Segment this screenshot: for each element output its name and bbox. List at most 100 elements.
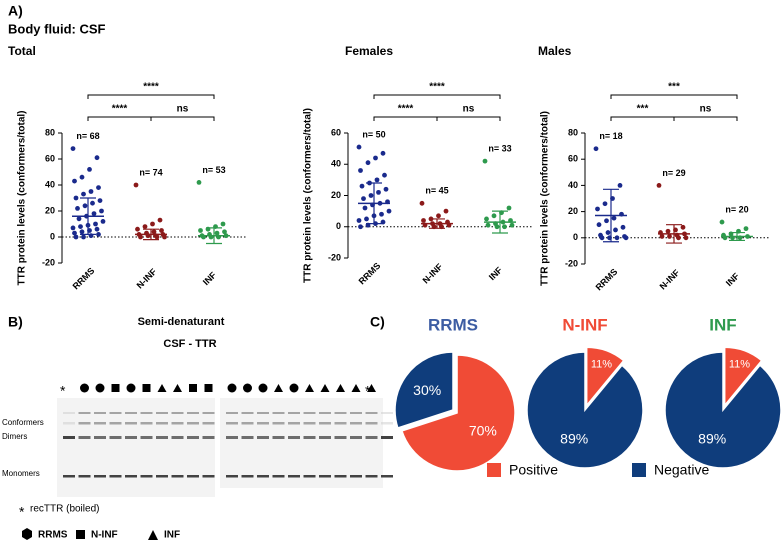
blot-band bbox=[226, 436, 238, 439]
data-point bbox=[135, 226, 140, 232]
lane-symbol bbox=[142, 384, 151, 392]
data-point bbox=[157, 217, 163, 223]
data-point bbox=[659, 234, 665, 239]
blot-band bbox=[288, 412, 300, 414]
y-tick-label: 0 bbox=[50, 231, 55, 241]
n-label: n= 18 bbox=[599, 131, 622, 141]
blot-band bbox=[78, 422, 91, 425]
sd-bar bbox=[206, 227, 222, 245]
legend-swatch bbox=[632, 463, 646, 477]
data-point bbox=[373, 155, 378, 161]
lane-symbol bbox=[80, 383, 89, 393]
data-point bbox=[380, 150, 386, 156]
data-point bbox=[81, 191, 86, 197]
blot-legend: RRMS bbox=[38, 530, 68, 541]
blot-band bbox=[125, 412, 137, 414]
lane-symbol bbox=[189, 384, 197, 392]
n-label: n= 53 bbox=[202, 165, 225, 175]
n-label: n= 50 bbox=[362, 129, 385, 139]
blot-band bbox=[202, 436, 215, 439]
blot-band bbox=[156, 412, 168, 414]
pie-label: 89% bbox=[560, 431, 588, 447]
data-point bbox=[222, 229, 227, 235]
lane-symbol bbox=[243, 383, 252, 393]
data-point bbox=[502, 224, 507, 230]
y-tick-label: 20 bbox=[568, 206, 578, 216]
blot-band bbox=[125, 422, 137, 425]
significance-label: **** bbox=[398, 104, 414, 115]
blot-band bbox=[156, 475, 168, 478]
pie-slice bbox=[585, 346, 625, 408]
marker: * bbox=[19, 504, 25, 520]
n-label: n= 20 bbox=[725, 204, 748, 214]
significance-label: ns bbox=[463, 104, 475, 115]
data-point bbox=[362, 205, 368, 211]
blot bbox=[57, 383, 393, 497]
data-point bbox=[214, 230, 220, 236]
lane-symbol bbox=[95, 383, 105, 393]
data-point bbox=[491, 213, 497, 219]
lane-symbol bbox=[351, 384, 361, 392]
data-point bbox=[358, 168, 363, 173]
data-point bbox=[90, 200, 95, 206]
data-point bbox=[683, 235, 689, 241]
blot-band bbox=[272, 436, 285, 439]
legend-symbol bbox=[76, 530, 85, 539]
blot-band bbox=[109, 475, 122, 478]
data-point bbox=[359, 183, 365, 189]
y-tick-label: 60 bbox=[331, 127, 341, 137]
blot-band bbox=[94, 412, 106, 414]
data-point bbox=[382, 172, 387, 178]
pie-slice bbox=[526, 351, 644, 469]
x-tick-label: N-INF bbox=[658, 267, 682, 291]
marker: * bbox=[365, 383, 371, 399]
data-point bbox=[656, 183, 662, 188]
data-point bbox=[356, 218, 362, 223]
data-point bbox=[365, 160, 371, 166]
y-tick-label: -20 bbox=[328, 252, 341, 262]
data-point bbox=[78, 224, 83, 230]
lane-symbol bbox=[258, 383, 268, 393]
blot-band bbox=[226, 422, 238, 425]
y-tick-label: 80 bbox=[45, 127, 55, 137]
lane-symbol bbox=[320, 384, 330, 392]
x-tick-label: INF bbox=[201, 270, 219, 288]
significance-bracket bbox=[610, 94, 738, 99]
band-label: Monomers bbox=[2, 469, 40, 478]
legend-swatch bbox=[487, 463, 501, 477]
blot-band bbox=[171, 436, 184, 439]
blot-band bbox=[241, 475, 254, 478]
marker: * bbox=[60, 383, 66, 399]
data-point bbox=[133, 182, 139, 188]
chart-title: Males bbox=[538, 44, 572, 58]
blot-membrane bbox=[220, 398, 383, 488]
data-point bbox=[494, 224, 500, 230]
sd-bar bbox=[492, 210, 508, 234]
data-point bbox=[94, 226, 100, 232]
y-tick-label: -20 bbox=[42, 257, 55, 267]
blot-band bbox=[78, 475, 91, 478]
data-point bbox=[485, 222, 491, 228]
blot-band bbox=[303, 475, 316, 478]
data-point bbox=[605, 230, 611, 235]
significance-bracket bbox=[673, 116, 738, 121]
data-point bbox=[361, 196, 366, 202]
data-point bbox=[364, 216, 369, 222]
y-tick-label: 60 bbox=[568, 154, 578, 164]
blot-legend: INF bbox=[164, 530, 180, 541]
data-point bbox=[72, 178, 77, 184]
lane-symbol bbox=[336, 384, 345, 392]
significance-bracket bbox=[150, 116, 215, 121]
lane-symbol bbox=[305, 384, 314, 392]
blot-band bbox=[257, 422, 269, 425]
data-point bbox=[142, 224, 148, 230]
x-tick-label: RRMS bbox=[71, 266, 97, 292]
blot-band bbox=[257, 412, 269, 414]
data-point bbox=[79, 174, 85, 180]
blot-band bbox=[303, 412, 316, 414]
blot-band bbox=[381, 422, 393, 425]
blot-band bbox=[257, 436, 269, 439]
blot-band bbox=[78, 412, 91, 414]
data-point bbox=[150, 221, 155, 227]
data-point bbox=[87, 167, 92, 172]
